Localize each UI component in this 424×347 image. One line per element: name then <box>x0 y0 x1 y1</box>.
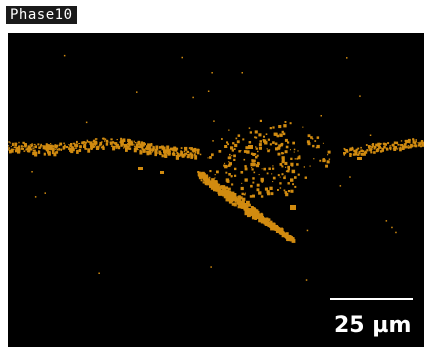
phase-map-image <box>8 54 424 281</box>
phase-map-panel: 25 µm <box>8 33 424 347</box>
phase-particles <box>8 54 424 281</box>
phase-label: Phase10 <box>6 6 77 24</box>
scale-bar-label: 25 µm <box>334 313 412 338</box>
scale-bar <box>330 298 413 300</box>
